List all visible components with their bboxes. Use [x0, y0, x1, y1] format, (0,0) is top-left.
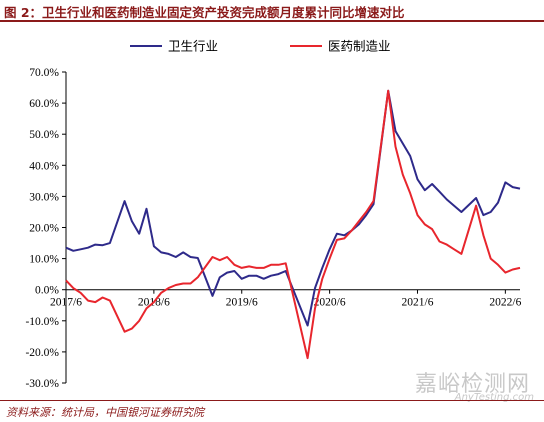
- x-tick-label: 2020/6: [314, 297, 346, 309]
- y-tick-label: 70.0%: [29, 67, 59, 79]
- x-tick-label: 2017/6: [50, 297, 82, 309]
- line-chart: 70.0% 60.0% 50.0% 40.0% 30.0% 20.0% 10.0% 0.0% -…: [25, 40, 521, 391]
- x-tick-label: 2021/6: [402, 297, 434, 309]
- series-line-health: [65, 89, 521, 327]
- chart-legend: 卫生行业 医药制造业: [130, 40, 391, 54]
- series-line-pharma: [65, 89, 521, 360]
- y-tick-label: 0.0%: [35, 285, 59, 297]
- watermark-text: 嘉峪检测网: [414, 372, 530, 397]
- y-tick-label: -20.0%: [25, 347, 59, 359]
- y-tick-label: 20.0%: [29, 223, 59, 235]
- x-tick-label: 2022/6: [489, 297, 521, 309]
- legend-item-health-label: 卫生行业: [168, 40, 218, 54]
- y-tick-label: -10.0%: [25, 316, 59, 328]
- source-rule: [0, 400, 544, 401]
- y-tick-label: 60.0%: [29, 98, 59, 110]
- chart-lines: [65, 89, 521, 360]
- y-tick-label: -30.0%: [25, 378, 59, 390]
- y-tick-label: 30.0%: [29, 191, 59, 203]
- figure-title-bar: 图 2：卫生行业和医药制造业固定资产投资完成额月度累计同比增速对比: [0, 0, 544, 22]
- y-tick-label: 10.0%: [29, 254, 59, 266]
- y-tick-label: 50.0%: [29, 129, 59, 141]
- y-tick-label: 40.0%: [29, 160, 59, 172]
- chart-axes: 70.0% 60.0% 50.0% 40.0% 30.0% 20.0% 10.0% 0.0% -…: [25, 67, 521, 390]
- x-tick-label: 2019/6: [226, 297, 258, 309]
- legend-item-pharma-label: 医药制造业: [328, 40, 391, 54]
- title-rule: [0, 20, 544, 22]
- watermark-subtext: AnyTesting.com: [454, 392, 534, 403]
- figure-title: 图 2：卫生行业和医药制造业固定资产投资完成额月度累计同比增速对比: [4, 5, 405, 20]
- source-note: 资料来源：统计局，中国银河证券研究院: [6, 406, 204, 419]
